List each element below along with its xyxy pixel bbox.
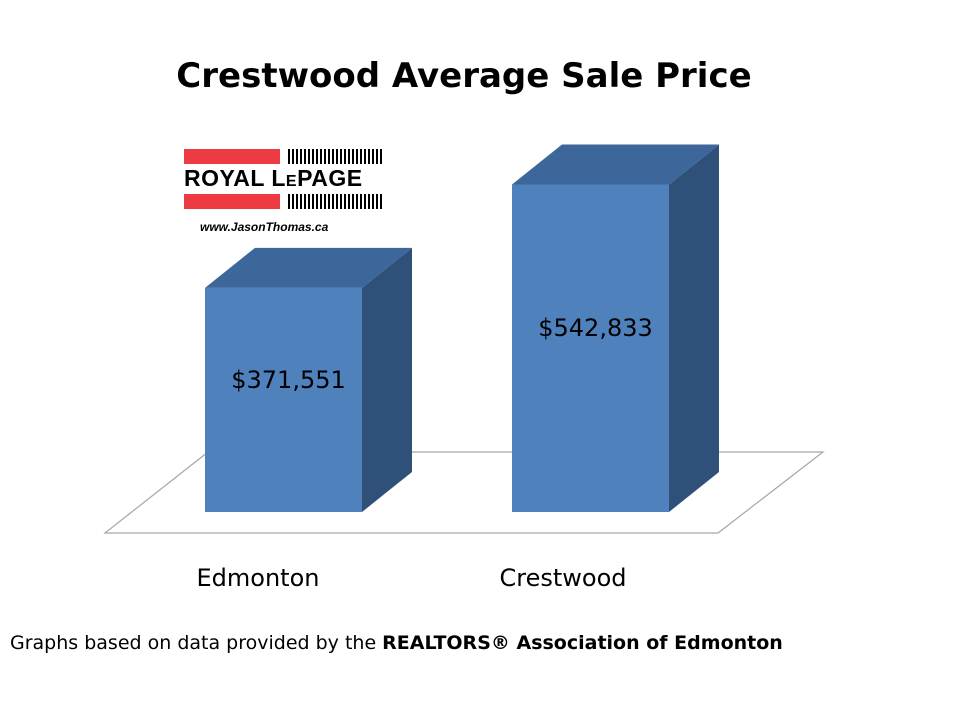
chart-title: Crestwood Average Sale Price [176,56,752,96]
source-footnote: Graphs based on data provided by the REA… [10,632,783,654]
category-label-edmonton: Edmonton [196,564,320,592]
bar-top-edmonton [205,247,412,288]
bar-side-edmonton [362,247,412,512]
bar-edmonton [205,287,362,512]
royal-lepage-logo: ROYAL LEPAGE www.JasonThomas.ca [184,146,389,238]
logo-wordmark: ROYAL LEPAGE [184,165,363,191]
logo-stripes-bottom [288,194,384,209]
category-label-crestwood: Crestwood [499,564,627,592]
logo-red-bar-bottom [184,194,280,209]
logo-red-bar-top [184,149,280,164]
data-label-edmonton: $371,551 [231,366,346,394]
logo-stripes-top [288,149,384,164]
logo-url: www.JasonThomas.ca [200,220,329,234]
bar-side-crestwood [669,144,719,512]
bar-crestwood [512,184,669,512]
bars-group: $371,551 $542,833 [205,144,719,512]
bar-top-crestwood [512,144,719,185]
data-label-crestwood: $542,833 [538,314,653,342]
